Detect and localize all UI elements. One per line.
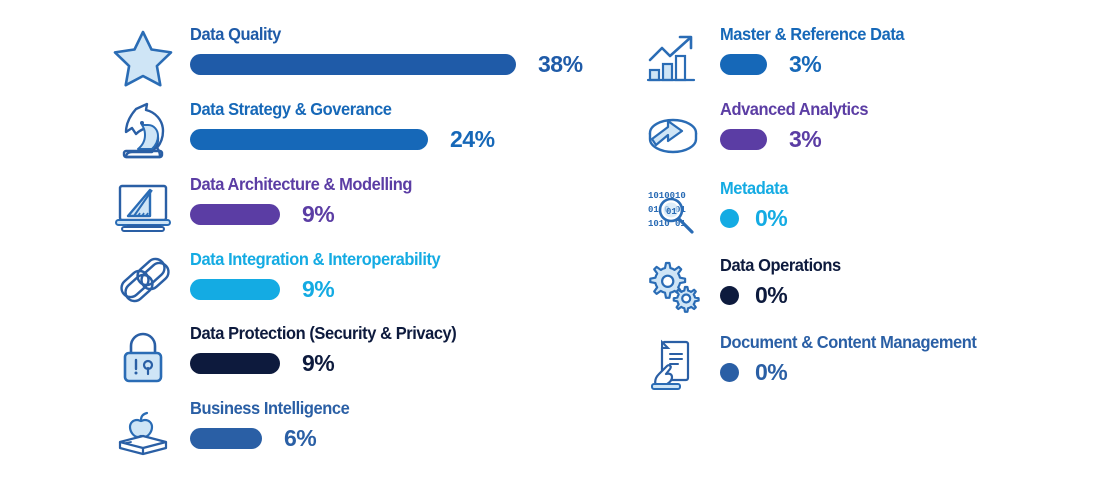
- gears-icon: [640, 255, 706, 321]
- growth-chart-icon: [640, 24, 706, 90]
- capability-label: Advanced Analytics: [720, 99, 869, 119]
- capability-percent: 9%: [302, 350, 335, 376]
- capability-bar-dot: [720, 363, 739, 382]
- capability-bar-dot: [720, 209, 739, 228]
- capability-bar-row: 6%: [190, 427, 360, 451]
- capability-label: Business Intelligence: [190, 398, 350, 418]
- capability-label: Data Operations: [720, 255, 841, 275]
- hand-document-icon: [640, 332, 706, 398]
- capability-label: Data Architecture & Modelling: [190, 174, 413, 194]
- capability-bar-dot: [720, 286, 739, 305]
- capability-item-data-operations: Data Operations 0%: [640, 255, 848, 321]
- capability-label: Data Quality: [190, 24, 281, 44]
- capability-body: Document & Content Management 0%: [720, 332, 993, 385]
- padlock-icon: [110, 323, 176, 389]
- capability-bar: [190, 204, 280, 225]
- capability-item-metadata: 1010010 01 0 01 1010 01 01 Metadata 0%: [640, 178, 792, 244]
- capability-percent: 38%: [538, 51, 583, 77]
- capability-label: Document & Content Management: [720, 332, 977, 352]
- capability-percent: 0%: [755, 205, 788, 231]
- capability-bar-row: 0%: [720, 361, 993, 385]
- capability-body: Advanced Analytics 3%: [720, 99, 878, 152]
- capability-item-data-integration-interoperability: Data Integration & Interoperability 9%: [110, 249, 456, 315]
- chess-knight-icon: [110, 99, 176, 165]
- capability-bar: [190, 279, 280, 300]
- capability-bar: [720, 54, 767, 75]
- capability-percent: 0%: [755, 282, 788, 308]
- capability-percent: 6%: [284, 425, 317, 451]
- chain-link-icon: [110, 249, 176, 315]
- capability-percent: 3%: [789, 126, 822, 152]
- capability-bar-row: 0%: [720, 284, 848, 308]
- capability-bar-row: 3%: [720, 128, 878, 152]
- svg-text:1010010: 1010010: [648, 191, 686, 201]
- pie-chart-icon: [640, 99, 706, 165]
- capability-bar-row: 9%: [190, 203, 426, 227]
- capability-body: Data Integration & Interoperability 9%: [190, 249, 456, 302]
- capability-percent: 9%: [302, 276, 335, 302]
- capability-body: Data Architecture & Modelling 9%: [190, 174, 426, 227]
- capability-item-business-intelligence: Business Intelligence 6%: [110, 398, 360, 464]
- capability-body: Master & Reference Data 3%: [720, 24, 916, 77]
- capability-bar-row: 3%: [720, 53, 916, 77]
- capability-item-data-architecture-modelling: Data Architecture & Modelling 9%: [110, 174, 426, 240]
- capability-percent: 9%: [302, 201, 335, 227]
- capability-body: Metadata 0%: [720, 178, 792, 231]
- capability-item-data-quality: Data Quality 38%: [110, 24, 583, 90]
- capability-bar-row: 24%: [190, 128, 495, 152]
- capability-body: Business Intelligence 6%: [190, 398, 360, 451]
- capability-bar-row: 0%: [720, 207, 792, 231]
- capability-bar: [190, 129, 428, 150]
- capability-item-data-strategy-governance: Data Strategy & Goverance 24%: [110, 99, 495, 165]
- apple-on-books-icon: [110, 398, 176, 464]
- capability-percent: 0%: [755, 359, 788, 385]
- capability-bar-row: 38%: [190, 53, 583, 77]
- binary-magnifier-icon: 1010010 01 0 01 1010 01 01: [640, 178, 706, 244]
- capability-bar-row: 9%: [190, 352, 473, 376]
- capability-label: Data Strategy & Goverance: [190, 99, 392, 119]
- capability-bar: [190, 353, 280, 374]
- star-icon: [110, 24, 176, 90]
- capability-label: Data Protection (Security & Privacy): [190, 323, 457, 343]
- capability-item-advanced-analytics: Advanced Analytics 3%: [640, 99, 878, 165]
- capability-bar: [720, 129, 767, 150]
- capability-bar: [190, 428, 262, 449]
- capability-body: Data Protection (Security & Privacy) 9%: [190, 323, 473, 376]
- svg-text:01: 01: [666, 207, 677, 217]
- capability-bar: [190, 54, 516, 75]
- capability-body: Data Strategy & Goverance 24%: [190, 99, 495, 152]
- blueprint-ruler-icon: [110, 174, 176, 240]
- capability-item-data-protection-security-privacy: Data Protection (Security & Privacy) 9%: [110, 323, 473, 389]
- capability-percent: 24%: [450, 126, 495, 152]
- capability-label: Master & Reference Data: [720, 24, 905, 44]
- capability-item-master-reference-data: Master & Reference Data 3%: [640, 24, 916, 90]
- svg-text:1010 01: 1010 01: [648, 219, 686, 229]
- capability-body: Data Operations 0%: [720, 255, 848, 308]
- capability-body: Data Quality 38%: [190, 24, 583, 77]
- capability-percent: 3%: [789, 51, 822, 77]
- capability-item-document-content-management: Document & Content Management 0%: [640, 332, 993, 398]
- capability-label: Metadata: [720, 178, 788, 198]
- capability-bar-row: 9%: [190, 278, 456, 302]
- capability-label: Data Integration & Interoperability: [190, 249, 441, 269]
